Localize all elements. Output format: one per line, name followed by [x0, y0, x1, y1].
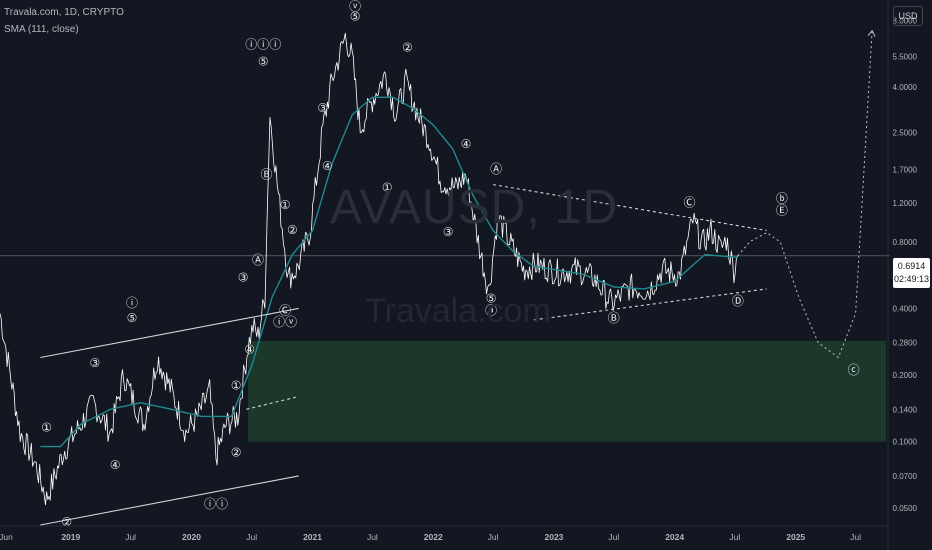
wave-label: Ⓐ — [252, 253, 264, 267]
wave-label: ④ — [322, 159, 333, 173]
price-tick-label: 1.2000 — [893, 199, 918, 208]
time-tick-label: Jun — [0, 532, 13, 542]
wave-label: ① — [41, 421, 52, 435]
trendline — [40, 307, 299, 359]
wave-label: ⓒ — [848, 363, 860, 377]
last-price-value: 0.6914 — [897, 261, 926, 271]
projection-arrowhead — [867, 29, 876, 37]
wave-label: ⑤ — [127, 311, 138, 325]
time-tick-label: 2021 — [303, 532, 322, 542]
time-tick-label: 2024 — [665, 532, 684, 542]
projection-path — [737, 30, 873, 359]
price-tick-label: 5.5000 — [893, 53, 918, 62]
wave-label: ① — [382, 181, 393, 195]
price-tick-label: 0.4000 — [893, 304, 918, 313]
wave-label: ③ — [238, 270, 249, 284]
price-tick-label: 1.7000 — [893, 165, 918, 174]
wave-label: ④ — [244, 342, 255, 356]
wave-label: ① — [231, 379, 242, 393]
wave-label: ⑤ — [350, 9, 361, 23]
price-tick-label: 0.1000 — [893, 438, 918, 447]
trendline — [246, 395, 299, 410]
time-tick-label: Jul — [850, 532, 861, 542]
trendline-layer — [40, 184, 767, 526]
wave-label: ⓑ — [776, 191, 788, 205]
sma-legend[interactable]: SMA (111, close) — [4, 24, 79, 35]
price-tick-label: 8.0000 — [893, 17, 918, 26]
time-axis[interactable]: Jun 2019 Jul 2020 Jul 2021 Jul 2022 Jul 2023 Jul 20… — [0, 525, 888, 542]
wave-label: Ⓐ — [490, 162, 502, 176]
bar-countdown: 02:49:13 — [893, 274, 930, 284]
wave-label: Ⓑ — [261, 168, 273, 182]
price-tick-label: 0.2000 — [893, 371, 918, 380]
wave-label: ② — [402, 41, 413, 55]
wave-label: ⓘ — [126, 296, 138, 310]
wave-label: ⓥ — [349, 0, 361, 14]
time-tick-label: Jul — [488, 532, 499, 542]
wave-label: ④ — [461, 137, 472, 151]
price-tick-label: 4.0000 — [893, 83, 918, 92]
wave-label: ② — [61, 515, 72, 529]
price-series-line — [0, 32, 739, 506]
trendline — [40, 475, 299, 526]
symbol-title[interactable]: Travala.com, 1D, CRYPTO — [4, 7, 124, 18]
price-tick-label: 0.2800 — [893, 339, 918, 348]
wave-label: ⓘⓘⓘ — [245, 38, 281, 52]
demand-zone — [248, 340, 887, 442]
trendline — [493, 184, 767, 232]
wave-label: ③ — [90, 356, 101, 370]
time-tick-label: Jul — [729, 532, 740, 542]
series-layer — [0, 29, 876, 506]
currency-button[interactable]: USD — [893, 6, 923, 26]
time-tick-label: Jul — [246, 532, 257, 542]
time-tick-label: 2020 — [182, 532, 201, 542]
wave-label: ⑤ — [486, 292, 497, 306]
wave-label: Ⓒ — [684, 195, 696, 209]
wave-label: ⓘⓘ — [204, 497, 228, 511]
wave-label: ③ — [443, 225, 454, 239]
price-tick-label: 0.8000 — [893, 238, 918, 247]
wave-label: ① — [280, 198, 291, 212]
price-tick-label: 0.0500 — [893, 504, 918, 513]
time-tick-label: 2019 — [61, 532, 80, 542]
watermark-ticker: AVAUSD, 1D — [330, 181, 619, 234]
demand-zone-layer — [0, 255, 890, 442]
wave-label: Ⓔ — [776, 204, 788, 218]
price-tick-label: 0.0700 — [893, 472, 918, 481]
time-tick-label: 2022 — [424, 532, 443, 542]
wave-label: ② — [231, 445, 242, 459]
wave-label: ⑤ — [258, 54, 269, 68]
last-price-tag: 0.6914 02:49:13 — [893, 258, 930, 288]
time-tick-label: 2025 — [786, 532, 805, 542]
wave-label: Ⓑ — [608, 311, 620, 325]
wave-label: ④ — [110, 458, 121, 472]
time-tick-label: Jul — [367, 532, 378, 542]
watermark-brand: Travala.com — [365, 292, 551, 330]
wave-label: Ⓒ — [279, 303, 291, 317]
wave-label: ⓘⓥ — [273, 315, 297, 329]
time-tick-label: Jul — [125, 532, 136, 542]
wave-label: ⓐ — [485, 303, 497, 317]
price-tick-label: 2.5000 — [893, 128, 918, 137]
wave-label: Ⓓ — [732, 294, 744, 308]
time-tick-label: 2023 — [544, 532, 563, 542]
sma-series-line — [40, 96, 738, 448]
wave-label: ③ — [317, 101, 328, 115]
price-tick-label: 0.1400 — [893, 405, 918, 414]
time-tick-label: Jul — [608, 532, 619, 542]
price-axis[interactable]: 8.0000 5.5000 4.0000 2.5000 1.7000 1.2000 0.80… — [887, 0, 918, 550]
wave-label: ② — [287, 223, 298, 237]
